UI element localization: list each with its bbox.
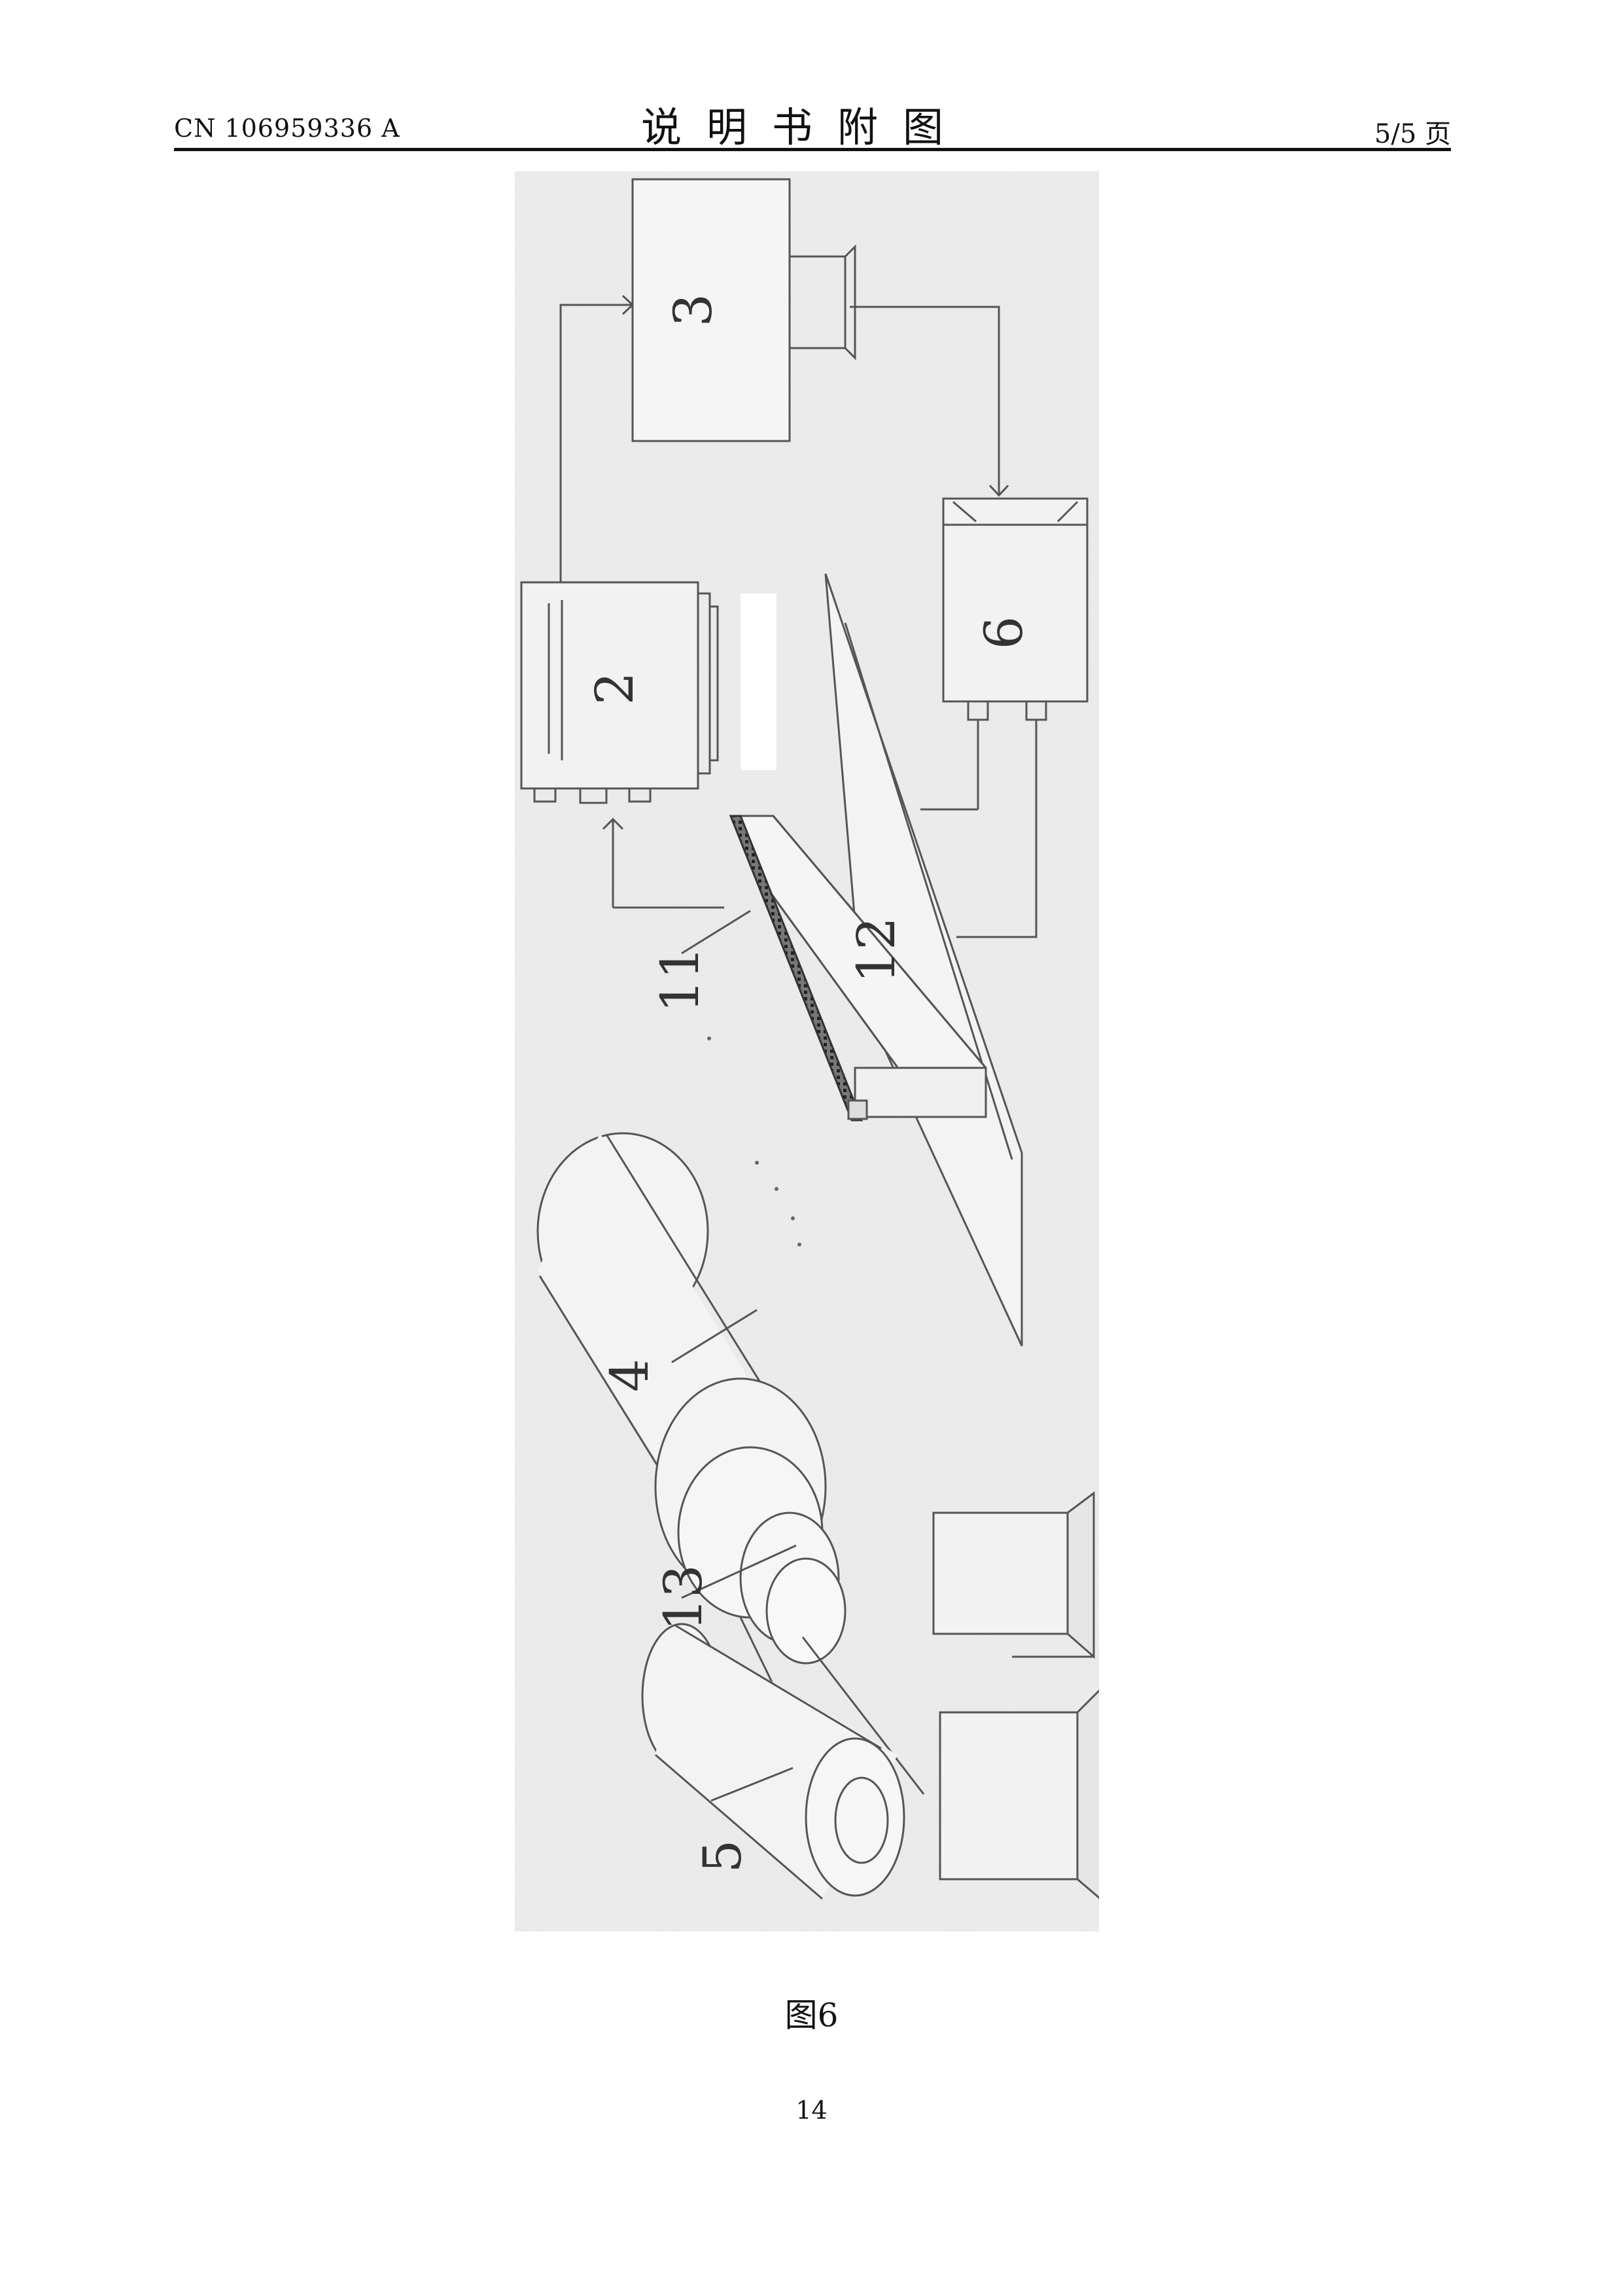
header-rule <box>174 148 1451 151</box>
label-reel: 5 <box>692 1840 753 1873</box>
section-title: 说明书附图 <box>641 94 968 153</box>
label-camera: 2 <box>584 672 645 705</box>
detector-box <box>943 499 1087 701</box>
label-controller: 3 <box>663 294 724 327</box>
publication-number: CN 106959336 A <box>174 114 400 143</box>
reel-end-near <box>806 1739 904 1896</box>
page-indicator: 5/5 页 <box>1374 113 1451 150</box>
reel-bracket <box>940 1712 1077 1879</box>
label-lens-array: 11 <box>650 946 710 1013</box>
label-drum: 4 <box>599 1359 660 1392</box>
apparatus-diagram: 3 2 6 12 11 4 13 5 <box>515 171 1099 1932</box>
page-number: 14 <box>0 2096 1623 2125</box>
label-roller: 13 <box>653 1564 714 1631</box>
blank-patch <box>741 593 777 770</box>
figure-caption: 图6 <box>0 1989 1623 2036</box>
roller-bracket <box>934 1513 1068 1634</box>
label-detector: 6 <box>973 616 1034 650</box>
label-light-source: 12 <box>846 917 907 983</box>
figure-background <box>515 171 1099 1932</box>
apparatus-figure: 3 2 6 12 11 4 13 5 <box>515 171 1099 1932</box>
